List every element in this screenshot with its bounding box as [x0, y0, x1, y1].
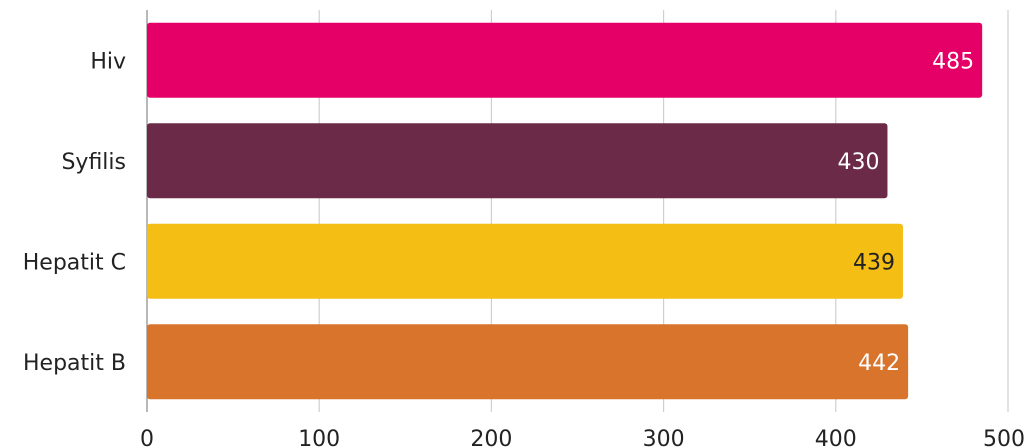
x-tick-label: 200: [470, 427, 512, 448]
x-tick-label: 300: [643, 427, 685, 448]
bars: [147, 22, 983, 400]
x-tick-label: 0: [140, 427, 154, 448]
bar: [147, 123, 888, 199]
category-label: Hepatit C: [23, 250, 126, 275]
data-label: 442: [858, 351, 900, 376]
category-label: Syfilis: [61, 150, 126, 175]
bar: [147, 22, 983, 98]
x-tick-label: 500: [983, 427, 1025, 448]
data-label: 439: [853, 250, 895, 275]
data-label: 485: [932, 49, 974, 74]
x-axis-ticks: 0 100 200 300 400 500: [140, 427, 1025, 448]
category-label: Hepatit B: [23, 351, 126, 376]
data-labels: 485 430 439 442: [837, 49, 974, 376]
x-tick-label: 400: [815, 427, 857, 448]
category-labels: Hiv Syfilis Hepatit C Hepatit B: [23, 49, 126, 376]
bar: [147, 223, 903, 299]
x-tick-label: 100: [298, 427, 340, 448]
category-label: Hiv: [90, 49, 126, 74]
bar: [147, 324, 909, 400]
data-label: 430: [837, 150, 879, 175]
